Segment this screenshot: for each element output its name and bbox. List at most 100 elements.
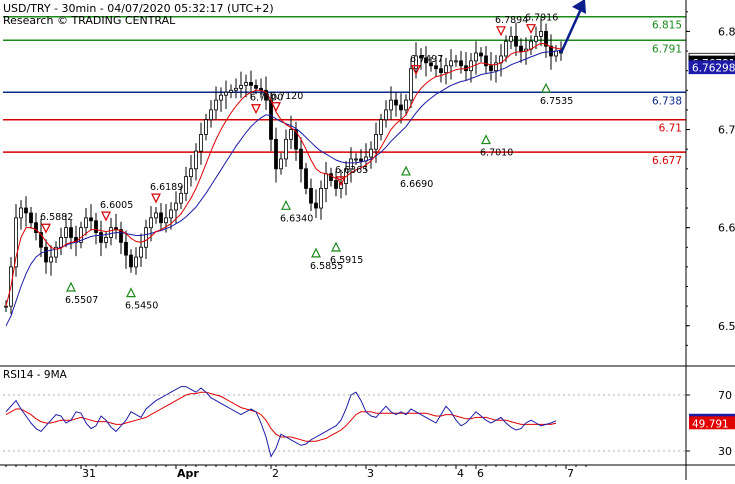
price-candle-body bbox=[354, 158, 358, 161]
price-candle-body bbox=[104, 237, 108, 243]
price-candle-body bbox=[534, 35, 538, 42]
swing-high-label: 6.6005 bbox=[100, 200, 133, 211]
swing-low-marker bbox=[311, 247, 321, 258]
price-candle-body bbox=[469, 60, 473, 72]
time-tick-label: 4 bbox=[457, 467, 464, 480]
price-candle-body bbox=[179, 192, 183, 204]
price-candle-body bbox=[174, 202, 178, 211]
price-candle-body bbox=[494, 62, 498, 72]
rsi-panel: RSI14 - 9MA703051.575149.791 bbox=[3, 369, 735, 458]
price-candle-body bbox=[414, 55, 418, 70]
swing-low-marker bbox=[331, 241, 341, 252]
price-candle-body bbox=[289, 129, 293, 140]
price-candle-body bbox=[309, 188, 313, 204]
price-candle-body bbox=[219, 94, 223, 101]
price-candle-body bbox=[284, 138, 288, 160]
swing-low-label: 6.5915 bbox=[330, 255, 363, 266]
price-candle-body bbox=[139, 246, 143, 258]
price-candle-body bbox=[184, 176, 188, 194]
time-tick-label: 31 bbox=[82, 467, 96, 480]
price-candle-body bbox=[249, 82, 253, 86]
price-candle-body bbox=[99, 232, 103, 243]
price-candle-body bbox=[89, 217, 93, 222]
time-tick-label: 7 bbox=[567, 467, 574, 480]
price-candle-body bbox=[484, 55, 488, 67]
level-label-resistance: 6.815 bbox=[652, 20, 682, 32]
price-candle-body bbox=[239, 84, 243, 89]
level-label-support: 6.71 bbox=[659, 123, 682, 135]
price-candle-body bbox=[434, 65, 438, 70]
price-candle-body bbox=[34, 222, 38, 233]
price-candle-body bbox=[439, 68, 443, 74]
swing-high-marker bbox=[336, 176, 346, 187]
swing-low-label: 6.6340 bbox=[280, 213, 313, 224]
price-candle-body bbox=[109, 227, 113, 238]
swing-low-marker bbox=[126, 287, 136, 298]
price-candle-body bbox=[59, 237, 63, 248]
price-candle-body bbox=[474, 52, 478, 62]
price-candle-body bbox=[129, 254, 133, 268]
price-candle-body bbox=[204, 119, 208, 135]
price-candle-body bbox=[324, 173, 328, 189]
price-tick-label: 6.6 bbox=[718, 222, 735, 235]
swing-high-marker bbox=[496, 26, 506, 37]
price-candle-body bbox=[399, 104, 403, 111]
price-candle-body bbox=[424, 57, 428, 64]
price-candle-body bbox=[459, 60, 463, 67]
price-panel: 6.815 6.791 6.738 6.71 6.677 6.5882 6.5507 6.60… bbox=[3, 0, 735, 327]
price-candle-body bbox=[489, 65, 493, 72]
rsi-tag-label: 49.791 bbox=[692, 418, 729, 430]
swing-low-label: 6.7535 bbox=[540, 96, 573, 107]
price-candle-body bbox=[229, 89, 233, 93]
chart-source: Research © TRADING CENTRAL bbox=[3, 14, 176, 27]
price-candle-body bbox=[4, 305, 8, 308]
swing-low-marker bbox=[481, 134, 491, 145]
price-candle-body bbox=[84, 217, 88, 229]
price-candle-body bbox=[419, 55, 423, 59]
swing-low-marker bbox=[281, 199, 291, 210]
rsi-tick-label: 70 bbox=[718, 389, 732, 402]
price-candle-body bbox=[449, 60, 453, 67]
price-candle-body bbox=[29, 212, 33, 224]
swing-high-label: 6.7120 bbox=[270, 91, 303, 102]
price-candle-body bbox=[124, 241, 128, 256]
price-candle-body bbox=[199, 134, 203, 152]
level-label-support: 6.677 bbox=[652, 155, 682, 167]
price-candle-body bbox=[19, 207, 23, 219]
swing-high-label: 6.7100 bbox=[250, 93, 283, 104]
price-candle-body bbox=[454, 60, 458, 63]
price-candle-body bbox=[304, 168, 308, 189]
price-candle-body bbox=[189, 168, 193, 178]
chart-title: USD/TRY - 30min - 04/07/2020 05:32:17 (U… bbox=[3, 2, 274, 15]
price-candle-body bbox=[319, 188, 323, 209]
price-candle-body bbox=[154, 212, 158, 219]
price-candle-body bbox=[479, 52, 483, 57]
swing-high-marker bbox=[251, 104, 261, 115]
price-candle-body bbox=[64, 227, 68, 238]
price-candle-body bbox=[224, 91, 228, 96]
price-candle-body bbox=[539, 31, 543, 37]
level-label-resistance: 6.791 bbox=[652, 43, 682, 55]
price-candle-body bbox=[329, 173, 333, 181]
price-candle-body bbox=[164, 217, 168, 224]
price-candle-body bbox=[39, 232, 43, 248]
price-candle-body bbox=[119, 229, 123, 243]
price-tick-label: 6.5 bbox=[718, 320, 735, 333]
price-candle-body bbox=[209, 109, 213, 121]
price-candle-body bbox=[44, 246, 48, 263]
price-candle-body bbox=[394, 99, 398, 106]
price-candle-body bbox=[349, 158, 353, 170]
swing-high-label: 6.6365 bbox=[335, 165, 368, 176]
price-candle-body bbox=[294, 129, 298, 150]
forecast-arrow-head bbox=[572, 0, 586, 14]
price-tick-label: 6.8 bbox=[718, 25, 735, 38]
price-candle-body bbox=[509, 35, 513, 42]
price-candle-body bbox=[169, 209, 173, 219]
price-candle-body bbox=[334, 180, 338, 189]
time-tick-label: 6 bbox=[477, 467, 484, 480]
rsi-title: RSI14 - 9MA bbox=[3, 369, 68, 381]
swing-high-label: 6.7497 bbox=[410, 54, 443, 65]
